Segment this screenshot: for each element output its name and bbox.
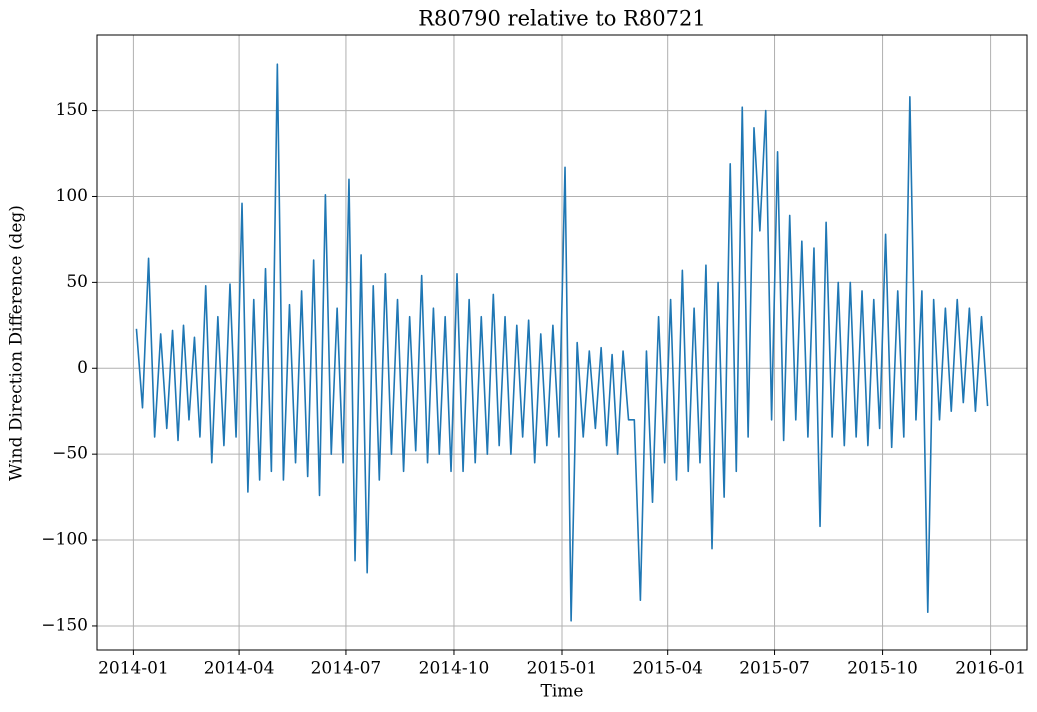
x-tick-label: 2015-04 — [632, 659, 703, 679]
plot-frame — [96, 34, 1028, 651]
y-tick-label: 150 — [56, 100, 88, 120]
data-line — [135, 63, 989, 622]
x-tick-label: 2015-07 — [739, 659, 810, 679]
chart-title: R80790 relative to R80721 — [418, 7, 706, 31]
y-tick-label: −50 — [52, 444, 88, 464]
x-tick-label: 2016-01 — [955, 659, 1026, 679]
x-tick-label: 2015-01 — [527, 659, 598, 679]
x-axis-label: Time — [541, 682, 584, 702]
x-tick-label: 2014-10 — [419, 659, 490, 679]
y-tick-label: 100 — [56, 186, 88, 206]
y-axis-label: Wind Direction Difference (deg) — [7, 205, 27, 481]
x-tick-label: 2014-01 — [98, 659, 169, 679]
y-tick-label: 50 — [66, 272, 88, 292]
x-tick-label: 2014-07 — [311, 659, 382, 679]
y-tick-label: 0 — [77, 358, 88, 378]
y-tick-label: −100 — [41, 530, 88, 550]
y-tick-label: −150 — [41, 615, 88, 635]
x-tick-label: 2015-10 — [847, 659, 918, 679]
x-tick-label: 2014-04 — [204, 659, 275, 679]
